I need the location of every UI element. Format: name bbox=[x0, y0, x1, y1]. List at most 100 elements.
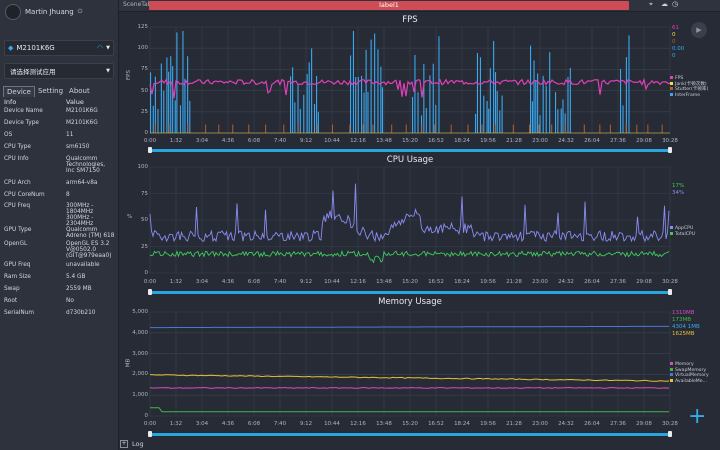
x-tick-label: 23:00 bbox=[532, 138, 548, 144]
legend-item[interactable]: FPS bbox=[670, 76, 708, 82]
tab-about[interactable]: About bbox=[69, 87, 90, 95]
cloud-icon[interactable]: ☁ bbox=[661, 0, 668, 8]
app-select[interactable]: 请选择测试应用 ▼ bbox=[4, 63, 114, 79]
cpu-slider-start-handle[interactable] bbox=[148, 289, 152, 295]
cpu-chart bbox=[149, 166, 671, 274]
interframe-bar bbox=[317, 111, 319, 133]
legend-item[interactable]: InterFrame bbox=[670, 92, 708, 99]
legend-item[interactable]: AvailableMe... bbox=[670, 378, 709, 385]
row-key: CPU CoreNum bbox=[4, 192, 45, 198]
memory-series-line bbox=[149, 386, 670, 389]
legend-label: FPS bbox=[675, 76, 684, 81]
legend-item[interactable]: VirtualMemory bbox=[670, 373, 709, 379]
add-button[interactable]: + bbox=[688, 404, 707, 429]
fps-slider-end-handle[interactable] bbox=[668, 147, 672, 153]
stutter-bar bbox=[205, 124, 207, 133]
avatar[interactable] bbox=[5, 4, 21, 20]
memory-slider-start-handle[interactable] bbox=[148, 431, 152, 437]
cpu-slider-end-handle[interactable] bbox=[668, 289, 672, 295]
interframe-bar bbox=[176, 32, 178, 133]
user-name: Martin Jhuang bbox=[25, 8, 74, 16]
table-row: CPU Arch arm64-v8a bbox=[2, 180, 117, 192]
play-button[interactable]: ▶ bbox=[691, 22, 707, 38]
memory-range-slider[interactable] bbox=[150, 433, 670, 436]
table-row: Root No bbox=[2, 298, 117, 310]
current-value: 1625MB bbox=[672, 331, 695, 337]
row-key: OpenGL bbox=[4, 241, 28, 247]
legend-item[interactable]: Memory bbox=[670, 362, 709, 368]
interframe-bar bbox=[166, 57, 168, 133]
stutter-bar bbox=[372, 124, 374, 133]
interframe-bar bbox=[625, 57, 627, 133]
interframe-bar bbox=[557, 109, 559, 133]
user-profile[interactable]: Martin Jhuang ⏻ bbox=[5, 4, 82, 20]
row-value: arm64-v8a bbox=[66, 180, 98, 186]
stutter-bar bbox=[232, 124, 234, 133]
top-bar: SceneTab label1 ⌖ ☁ ◷ bbox=[119, 0, 720, 12]
fps-slider-start-handle[interactable] bbox=[148, 147, 152, 153]
power-icon[interactable]: ⏻ bbox=[77, 8, 83, 15]
x-tick-label: 1:32 bbox=[169, 421, 183, 427]
interframe-bar bbox=[567, 76, 569, 133]
log-toggle[interactable]: + Log bbox=[120, 440, 144, 448]
scene-tab[interactable]: SceneTab bbox=[123, 1, 152, 8]
table-row: OS 11 bbox=[2, 132, 117, 144]
app-cpu-series-line bbox=[149, 183, 670, 243]
interframe-bar bbox=[370, 39, 372, 133]
legend-label: Stutter(卡顿率) bbox=[675, 87, 709, 92]
x-tick-label: 23:00 bbox=[532, 421, 548, 427]
x-tick-label: 29:08 bbox=[636, 138, 652, 144]
fps-legend: FPS Jank(卡顿次数) Stutter(卡顿率) InterFrame bbox=[670, 76, 708, 98]
x-tick-label: 19:56 bbox=[480, 279, 496, 285]
stutter-bar bbox=[512, 124, 514, 133]
x-tick-label: 15:20 bbox=[402, 138, 418, 144]
fps-chart bbox=[149, 26, 671, 134]
wifi-icon: ◠ bbox=[97, 44, 104, 52]
legend-item[interactable]: TotalCPU bbox=[670, 231, 695, 238]
clock-icon[interactable]: ◷ bbox=[672, 0, 679, 8]
stutter-bar bbox=[481, 124, 483, 133]
interframe-bar bbox=[628, 35, 630, 134]
interframe-bar bbox=[352, 30, 354, 133]
table-row: OpenGL OpenGL ES 3.2 V@0502.0 (GIT@979eaa… bbox=[2, 241, 117, 262]
row-key: CPU Arch bbox=[4, 180, 31, 186]
interframe-bar bbox=[435, 104, 437, 133]
x-tick-label: 13:48 bbox=[376, 279, 392, 285]
current-value: 0 bbox=[672, 32, 676, 38]
row-value: OpenGL ES 3.2 V@0502.0 (GIT@979eaa0) bbox=[66, 241, 112, 259]
interframe-bar bbox=[560, 108, 562, 133]
stutter-bar bbox=[349, 124, 351, 133]
interframe-bar bbox=[174, 100, 176, 133]
legend-item[interactable]: Stutter(卡顿率) bbox=[670, 87, 708, 93]
y-tick-label: 50 bbox=[141, 217, 148, 223]
row-value: No bbox=[66, 298, 74, 304]
tab-device[interactable]: Device bbox=[3, 86, 35, 97]
row-value: Qualcomm Adreno (TM) 618 bbox=[66, 227, 115, 239]
device-select[interactable]: ◆ M2101K6G ◠ ▼ bbox=[4, 40, 114, 56]
interframe-bar bbox=[299, 108, 301, 133]
x-tick-label: 12:16 bbox=[350, 421, 366, 427]
tab-setting[interactable]: Setting bbox=[37, 87, 64, 95]
interframe-bar bbox=[569, 67, 571, 133]
fps-range-slider[interactable] bbox=[150, 149, 670, 152]
interframe-bar bbox=[306, 74, 308, 133]
location-icon[interactable]: ⌖ bbox=[649, 0, 653, 8]
cpu-range-slider[interactable] bbox=[150, 291, 670, 294]
interframe-bar bbox=[187, 56, 189, 133]
scene-label-tab[interactable]: label1 bbox=[149, 1, 629, 10]
legend-item[interactable]: SwapMemory bbox=[670, 367, 709, 374]
interframe-bar bbox=[479, 57, 482, 133]
stutter-bar bbox=[187, 124, 189, 133]
row-value: 5.4 GB bbox=[66, 274, 86, 280]
row-value: 300MHz - 1804MHz 300MHz - 2304MHz bbox=[66, 203, 94, 227]
interframe-bar bbox=[489, 68, 491, 133]
interframe-bar bbox=[545, 85, 547, 133]
row-key: Device Name bbox=[4, 108, 43, 114]
legend-item[interactable]: AppCPU bbox=[670, 226, 695, 232]
cpu-y-axis-name: % bbox=[127, 214, 133, 220]
expand-icon: + bbox=[120, 440, 128, 448]
x-tick-label: 9:12 bbox=[299, 138, 313, 144]
memory-slider-end-handle[interactable] bbox=[668, 431, 672, 437]
x-tick-label: 21:28 bbox=[506, 279, 522, 285]
legend-item[interactable]: Jank(卡顿次数) bbox=[670, 81, 708, 88]
